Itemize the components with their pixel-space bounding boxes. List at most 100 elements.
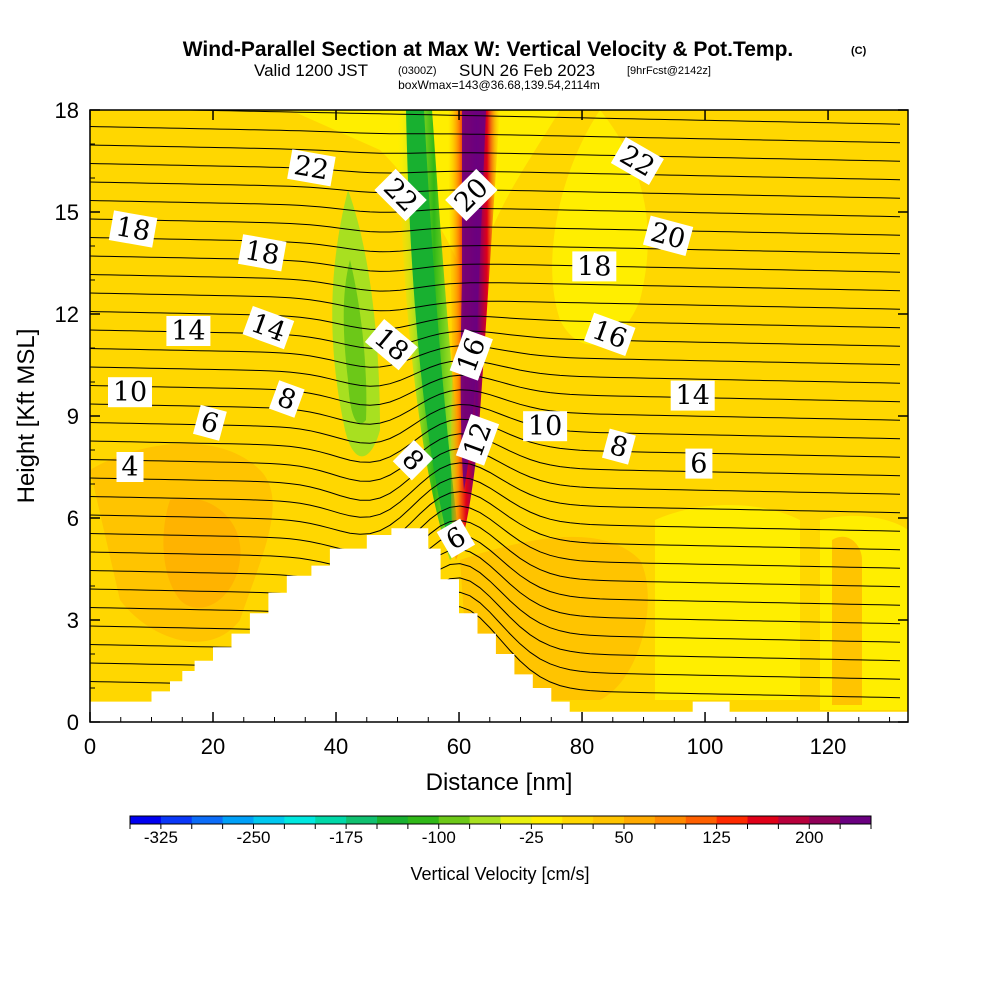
colorbar-swatch [160, 816, 193, 824]
theta-contour-line [90, 403, 901, 444]
x-tick-label: 20 [201, 734, 225, 759]
colorbar-tick-label: -100 [422, 828, 456, 847]
chart-title: Wind-Parallel Section at Max W: Vertical… [183, 38, 867, 61]
theta-label-text: 22 [292, 150, 331, 186]
colorbar-swatch [253, 816, 285, 824]
colorbar-tick-label: 50 [615, 828, 634, 847]
colorbar-tick-label: 125 [702, 828, 730, 847]
colorbar-swatch [624, 816, 656, 824]
theta-label-box [108, 210, 158, 248]
theta-label: 6 [685, 448, 713, 480]
theta-label-box [364, 318, 418, 371]
colorbar-swatch [716, 816, 749, 824]
theta-contour-line [90, 292, 901, 312]
theta-contour-line [90, 311, 901, 331]
theta-label-text: 18 [577, 251, 611, 282]
theta-label-box [449, 328, 493, 381]
theta-contour-line [90, 144, 901, 162]
theta-contour-line [90, 163, 901, 181]
theta-label: 22 [287, 149, 336, 187]
secondary-downdraft-core [343, 260, 367, 424]
colorbar-swatch [315, 816, 347, 824]
theta-contour-line [90, 274, 901, 292]
y-tick-label: 18 [55, 98, 79, 123]
subtitle-valid-time: Valid 1200 JST [254, 61, 368, 80]
theta-contour-line [90, 519, 901, 588]
subtitle-date: SUN 26 Feb 2023 [459, 61, 595, 80]
y-tick-label: 15 [55, 200, 79, 225]
theta-contour-line [90, 329, 901, 349]
theta-label-box [670, 380, 715, 411]
theta-label: 4 [116, 452, 144, 483]
y-tick-label: 3 [67, 608, 79, 633]
x-tick-label: 0 [84, 734, 96, 759]
theta-label-box [685, 448, 713, 479]
x-tick-label: 40 [324, 734, 348, 759]
theta-contour-line [90, 548, 901, 625]
y-tick-label: 6 [67, 506, 79, 531]
theta-label: 10 [108, 377, 152, 408]
theta-label-box [436, 518, 476, 559]
theta-contour-line [90, 563, 901, 643]
chart-subtitle: Valid 1200 JST (0300Z) SUN 26 Feb 2023 [… [254, 61, 711, 92]
colorbar-swatch [562, 816, 594, 824]
colorbar-title: Vertical Velocity [cm/s] [410, 864, 589, 884]
theta-label-text: 14 [676, 381, 710, 412]
colorbar-swatch [654, 816, 687, 824]
theta-label: 8 [601, 428, 636, 465]
theta-label: 14 [670, 380, 715, 412]
x-tick-label: 80 [570, 734, 594, 759]
theta-label-box [242, 305, 295, 350]
theta-contour-line [90, 200, 901, 218]
theta-contour-line [90, 218, 901, 236]
theta-contour-line [90, 491, 901, 552]
updraft-west-core [163, 498, 241, 608]
theta-label-box [108, 377, 152, 408]
colorbar-swatch [500, 816, 532, 824]
colorbar-swatch [346, 816, 378, 824]
colorbar-tick-label: -325 [144, 828, 178, 847]
x-axis: 0 20 40 60 80 100 120 [84, 110, 891, 759]
theta-label-box [572, 251, 617, 282]
theta-label-box [116, 452, 144, 482]
theta-label-text: 14 [171, 316, 205, 347]
theta-contour-line [90, 389, 901, 425]
colorbar-swatch [222, 816, 255, 824]
theta-contour-line [90, 433, 901, 482]
theta-label: 18 [108, 210, 158, 248]
theta-contour-line [90, 534, 901, 606]
colorbar-swatch [407, 816, 440, 824]
theta-label: 18 [572, 251, 617, 282]
theta-label-text: 4 [121, 452, 138, 483]
theta-contour-line [90, 237, 901, 255]
theta-contours [90, 110, 901, 699]
colorbar-swatch [438, 816, 471, 824]
colorbar-swatch [593, 816, 625, 824]
title-copyright: (C) [851, 45, 867, 57]
colorbar-tick-label: -175 [329, 828, 363, 847]
colorbar-swatch [469, 816, 502, 824]
colorbar-swatch [191, 816, 224, 824]
theta-label-box [192, 404, 227, 441]
theta-label: 10 [523, 411, 568, 442]
theta-contour-line [90, 476, 901, 535]
colorbar-tick-label: 200 [795, 828, 823, 847]
velocity-field [90, 110, 908, 710]
colorbar-swatch [809, 816, 841, 824]
colorbar: -325 -250 -175 -100 -25 50 125 200 [129, 815, 872, 847]
colorbar-swatch [531, 816, 563, 824]
east-updraft-strip [832, 536, 862, 705]
theta-contour-line [90, 447, 901, 501]
terrain-profile [90, 528, 908, 722]
theta-label-box [583, 312, 636, 357]
theta-label-box [287, 149, 336, 187]
x-axis-title: Distance [nm] [426, 769, 573, 796]
theta-label-box [166, 316, 211, 346]
theta-label: 12 [455, 413, 500, 466]
theta-label: 6 [192, 404, 227, 441]
theta-contour-line [90, 462, 901, 518]
theta-label: 14 [166, 316, 211, 347]
title-main: Wind-Parallel Section at Max W: Vertical… [183, 38, 794, 61]
